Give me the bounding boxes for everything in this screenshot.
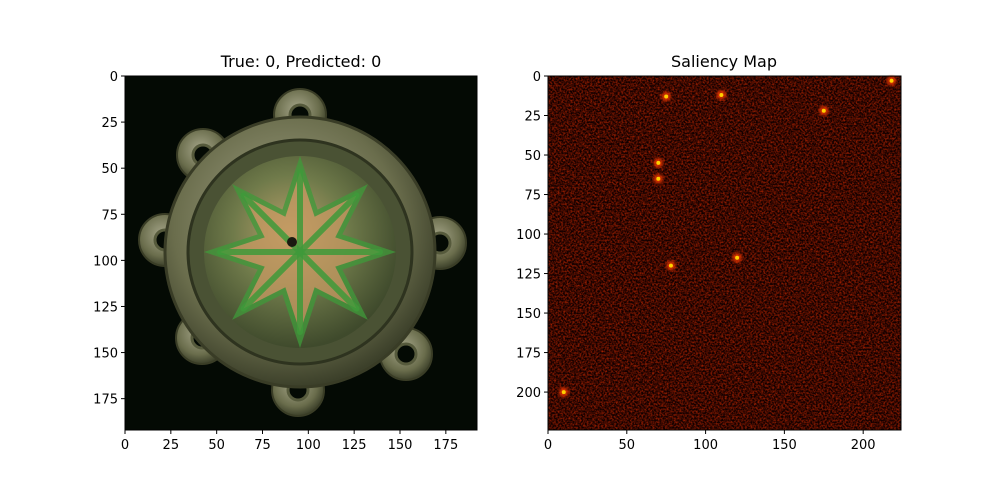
saliency-hotspot-core <box>719 92 724 97</box>
saliency-hotspot-core <box>735 255 740 260</box>
left-y-tick-label: 25 <box>101 116 118 131</box>
right-axes-frame <box>547 75 902 431</box>
left-y-tick-label: 50 <box>101 162 118 177</box>
brooch-enamel-ray <box>297 249 360 312</box>
left-axes-frame <box>124 75 478 431</box>
saliency-hotspot-core <box>668 263 673 268</box>
left-x-tick-label: 75 <box>254 438 271 453</box>
image-panel: True: 0, Predicted: 0 0 25 50 75 100 125 150 17… <box>93 52 478 453</box>
left-x-tick-label: 100 <box>296 438 321 453</box>
right-y-tick-label: 100 <box>516 228 541 243</box>
right-y-tick-label: 200 <box>516 386 541 401</box>
saliency-hotspot-core <box>664 94 669 99</box>
right-y-tick-label: 0 <box>533 70 541 85</box>
right-y-tick-label: 125 <box>516 268 541 283</box>
brooch-enamel-ray <box>240 249 303 312</box>
right-y-tick-label: 175 <box>516 347 541 362</box>
left-y-tick-label: 175 <box>93 393 118 408</box>
right-x-tick-label: 50 <box>619 438 636 453</box>
brooch-center-hole <box>287 237 297 247</box>
left-x-axis: 0 25 50 75 100 125 150 175 <box>121 430 458 453</box>
left-y-tick-label: 0 <box>110 70 118 85</box>
brooch-lobe-hole <box>394 342 418 366</box>
right-y-tick-label: 50 <box>524 149 541 164</box>
right-y-tick-label: 75 <box>524 189 541 204</box>
brooch-photo <box>138 88 467 417</box>
left-y-tick-label: 150 <box>93 347 118 362</box>
right-y-tick-label: 150 <box>516 307 541 322</box>
left-y-tick-label: 125 <box>93 300 118 315</box>
right-x-tick-label: 150 <box>772 438 797 453</box>
left-x-tick-label: 50 <box>208 438 225 453</box>
right-x-tick-label: 100 <box>693 438 718 453</box>
saliency-hotspots <box>558 75 897 398</box>
saliency-hotspot-core <box>656 160 661 165</box>
left-y-axis: 0 25 50 75 100 125 150 175 <box>93 70 125 408</box>
saliency-noise <box>548 76 901 430</box>
left-y-tick-label: 100 <box>93 254 118 269</box>
left-y-tick-label: 75 <box>101 208 118 223</box>
brooch-enamel-ray <box>297 192 360 255</box>
left-x-tick-label: 125 <box>342 438 367 453</box>
saliency-hotspot-core <box>889 78 894 83</box>
saliency-panel: Saliency Map 0 50 100 150 200 0 25 50 75 100 125 1… <box>516 52 902 453</box>
saliency-hotspot-core <box>821 108 826 113</box>
right-x-tick-label: 0 <box>544 438 552 453</box>
left-x-tick-label: 150 <box>388 438 413 453</box>
right-y-tick-label: 25 <box>524 110 541 125</box>
left-x-tick-label: 0 <box>121 438 129 453</box>
left-title: True: 0, Predicted: 0 <box>220 52 382 71</box>
saliency-hotspot-core <box>561 390 566 395</box>
right-y-axis: 0 25 50 75 100 125 150 175 200 <box>516 70 548 401</box>
left-x-tick-label: 175 <box>433 438 458 453</box>
right-x-tick-label: 200 <box>851 438 876 453</box>
left-x-tick-label: 25 <box>163 438 180 453</box>
right-title: Saliency Map <box>671 52 777 71</box>
right-x-axis: 0 50 100 150 200 <box>544 430 876 453</box>
saliency-hotspot-core <box>656 176 661 181</box>
